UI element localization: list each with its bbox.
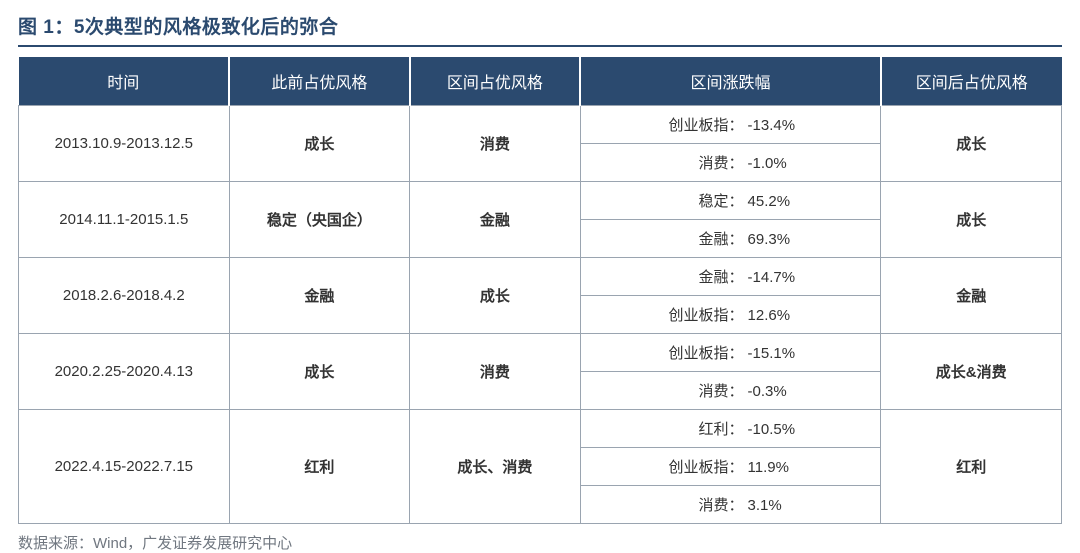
perf-value: 12.6% bbox=[748, 307, 808, 324]
table-row: 2018.2.6-2018.4.2金融成长金融：-14.7%金融 bbox=[19, 258, 1062, 296]
table-header: 时间 此前占优风格 区间占优风格 区间涨跌幅 区间后占优风格 bbox=[19, 57, 1062, 106]
cell-perf: 稳定：45.2% bbox=[580, 182, 881, 220]
perf-value: 45.2% bbox=[748, 193, 808, 210]
perf-value: -15.1% bbox=[748, 345, 808, 362]
perf-label: 创业板指： bbox=[654, 342, 744, 363]
data-source: 数据来源：Wind，广发证券发展研究中心 bbox=[18, 532, 1062, 553]
perf-label: 消费： bbox=[654, 380, 744, 401]
perf-label: 稳定： bbox=[654, 190, 744, 211]
table-row: 2013.10.9-2013.12.5成长消费创业板指：-13.4%成长 bbox=[19, 106, 1062, 144]
perf-value: -10.5% bbox=[748, 421, 808, 438]
cell-prior: 稳定（央国企） bbox=[229, 182, 410, 258]
figure-title-bar: 图 1：5次典型的风格极致化后的弥合 bbox=[18, 12, 1062, 47]
cell-after: 成长 bbox=[881, 182, 1062, 258]
perf-label: 消费： bbox=[654, 152, 744, 173]
cell-prior: 成长 bbox=[229, 106, 410, 182]
perf-value: -0.3% bbox=[748, 383, 808, 400]
cell-time: 2013.10.9-2013.12.5 bbox=[19, 106, 230, 182]
th-perf: 区间涨跌幅 bbox=[580, 57, 881, 106]
cell-perf: 消费：3.1% bbox=[580, 486, 881, 524]
cell-perf: 金融：-14.7% bbox=[580, 258, 881, 296]
cell-during: 成长、消费 bbox=[410, 410, 580, 524]
cell-prior: 红利 bbox=[229, 410, 410, 524]
th-prior: 此前占优风格 bbox=[229, 57, 410, 106]
perf-value: -1.0% bbox=[748, 155, 808, 172]
th-time: 时间 bbox=[19, 57, 230, 106]
th-during: 区间占优风格 bbox=[410, 57, 580, 106]
cell-prior: 成长 bbox=[229, 334, 410, 410]
figure-title: 图 1：5次典型的风格极致化后的弥合 bbox=[18, 12, 338, 39]
cell-time: 2022.4.15-2022.7.15 bbox=[19, 410, 230, 524]
perf-label: 消费： bbox=[654, 494, 744, 515]
cell-perf: 红利：-10.5% bbox=[580, 410, 881, 448]
perf-label: 创业板指： bbox=[654, 456, 744, 477]
cell-during: 成长 bbox=[410, 258, 580, 334]
cell-perf: 消费：-1.0% bbox=[580, 144, 881, 182]
cell-perf: 金融：69.3% bbox=[580, 220, 881, 258]
cell-perf: 创业板指：-15.1% bbox=[580, 334, 881, 372]
th-after: 区间后占优风格 bbox=[881, 57, 1062, 106]
cell-after: 成长 bbox=[881, 106, 1062, 182]
perf-value: -13.4% bbox=[748, 117, 808, 134]
cell-prior: 金融 bbox=[229, 258, 410, 334]
perf-label: 金融： bbox=[654, 266, 744, 287]
perf-value: -14.7% bbox=[748, 269, 808, 286]
table-row: 2020.2.25-2020.4.13成长消费创业板指：-15.1%成长&消费 bbox=[19, 334, 1062, 372]
cell-during: 消费 bbox=[410, 334, 580, 410]
perf-value: 69.3% bbox=[748, 231, 808, 248]
perf-label: 创业板指： bbox=[654, 114, 744, 135]
table-row: 2014.11.1-2015.1.5稳定（央国企）金融稳定：45.2%成长 bbox=[19, 182, 1062, 220]
perf-label: 红利： bbox=[654, 418, 744, 439]
cell-time: 2014.11.1-2015.1.5 bbox=[19, 182, 230, 258]
perf-label: 金融： bbox=[654, 228, 744, 249]
perf-value: 3.1% bbox=[748, 497, 808, 514]
perf-value: 11.9% bbox=[748, 459, 808, 476]
table-row: 2022.4.15-2022.7.15红利成长、消费红利：-10.5%红利 bbox=[19, 410, 1062, 448]
cell-after: 成长&消费 bbox=[881, 334, 1062, 410]
cell-after: 红利 bbox=[881, 410, 1062, 524]
perf-label: 创业板指： bbox=[654, 304, 744, 325]
cell-perf: 创业板指：11.9% bbox=[580, 448, 881, 486]
cell-time: 2018.2.6-2018.4.2 bbox=[19, 258, 230, 334]
cell-perf: 创业板指：12.6% bbox=[580, 296, 881, 334]
table-body: 2013.10.9-2013.12.5成长消费创业板指：-13.4%成长消费：-… bbox=[19, 106, 1062, 524]
cell-perf: 消费：-0.3% bbox=[580, 372, 881, 410]
cell-during: 消费 bbox=[410, 106, 580, 182]
cell-perf: 创业板指：-13.4% bbox=[580, 106, 881, 144]
cell-after: 金融 bbox=[881, 258, 1062, 334]
cell-during: 金融 bbox=[410, 182, 580, 258]
style-table: 时间 此前占优风格 区间占优风格 区间涨跌幅 区间后占优风格 2013.10.9… bbox=[18, 57, 1062, 524]
cell-time: 2020.2.25-2020.4.13 bbox=[19, 334, 230, 410]
